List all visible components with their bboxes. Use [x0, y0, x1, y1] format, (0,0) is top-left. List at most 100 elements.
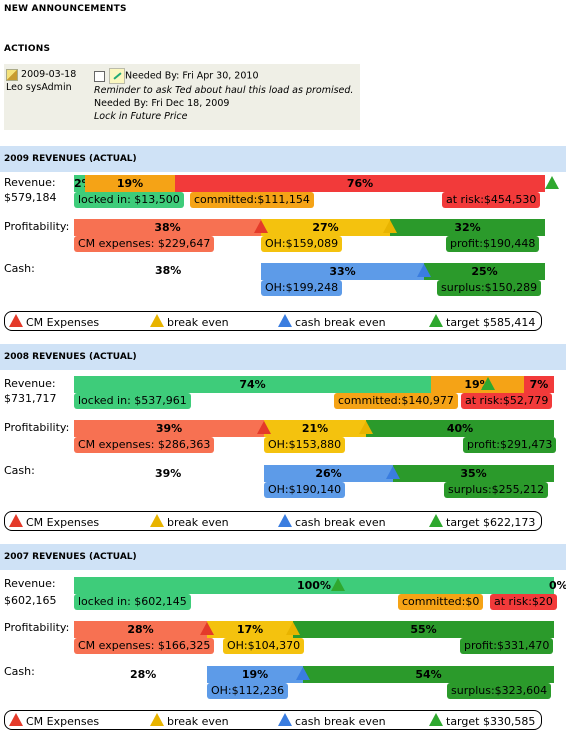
- action-checkbox[interactable]: [94, 70, 105, 82]
- rev-locked-label: locked in: $602,145: [74, 594, 191, 610]
- cash-oh-bar: 33%: [261, 263, 424, 280]
- cm-marker-icon: [200, 622, 214, 635]
- cash-surplus-bar: 54%: [303, 666, 554, 683]
- cash-pct: 28%: [130, 668, 157, 681]
- action-note-2: Lock in Future Price: [94, 111, 188, 122]
- break-even-marker-icon: [359, 421, 373, 434]
- rev-locked-bar: 2%: [74, 175, 85, 192]
- cash-break-even-icon: [278, 713, 292, 726]
- prof-profit-label: profit:$190,448: [446, 236, 540, 252]
- cash-oh-bar: 26%: [264, 465, 393, 482]
- cash-break-even-marker-icon: [417, 264, 431, 277]
- cash-surplus-bar: 35%: [393, 465, 554, 482]
- cash-break-even-marker-icon: [386, 466, 400, 479]
- target-icon: [429, 314, 443, 327]
- target-marker-icon: [331, 578, 345, 591]
- profitability-label: Profitability:: [4, 621, 70, 634]
- cm-marker-icon: [254, 220, 268, 233]
- legend-cm: CM Expenses: [9, 314, 99, 329]
- cash-break-even-marker-icon: [296, 667, 310, 680]
- prof-cm-bar: 39%: [74, 420, 264, 437]
- target-icon: [429, 514, 443, 527]
- cash-surplus-label: surplus:$150,289: [437, 280, 542, 296]
- legend: CM Expenses break even cash break even t…: [4, 311, 542, 331]
- legend-be: break even: [150, 713, 229, 728]
- rev-committed-label: committed:$140,977: [334, 393, 458, 409]
- cash-label: Cash:: [4, 665, 35, 678]
- target-marker-icon: [545, 176, 559, 189]
- year-header-2007: 2007 REVENUES (ACTUAL): [0, 544, 566, 570]
- legend-be: break even: [150, 514, 229, 529]
- prof-oh-label: OH:$104,370: [223, 638, 305, 654]
- rev-committed-label: committed:$111,154: [190, 192, 314, 208]
- edit-icon[interactable]: [6, 68, 18, 81]
- prof-profit-label: profit:$331,470: [460, 638, 554, 654]
- target-icon: [429, 713, 443, 726]
- profitability-label: Profitability:: [4, 220, 70, 233]
- revenue-total: $579,184: [4, 191, 57, 204]
- prof-profit-bar: 32%: [390, 219, 545, 236]
- legend-cm: CM Expenses: [9, 514, 99, 529]
- cash-break-even-icon: [278, 514, 292, 527]
- revenue-label: Revenue:: [4, 176, 56, 189]
- cash-surplus-label: surplus:$323,604: [447, 683, 552, 699]
- legend: CM Expenses break even cash break even t…: [4, 710, 542, 730]
- revenue-label: Revenue:: [4, 577, 56, 590]
- rev-risk-bar: 7%: [524, 376, 554, 393]
- cm-icon: [9, 713, 23, 726]
- announcements-title: NEW ANNOUNCEMENTS: [4, 4, 127, 14]
- cash-oh-label: OH:$190,140: [264, 482, 346, 498]
- revenue-total: $731,717: [4, 392, 57, 405]
- legend-target: target $330,585: [429, 713, 535, 728]
- legend: CM Expenses break even cash break even t…: [4, 511, 542, 531]
- rev-risk-label: at risk:$20: [490, 594, 557, 610]
- legend-target: target $622,173: [429, 514, 535, 529]
- cm-icon: [9, 314, 23, 327]
- year-header-2009: 2009 REVENUES (ACTUAL): [0, 146, 566, 172]
- legend-target: target $585,414: [429, 314, 535, 329]
- action-item: 2009-03-18 Leo sysAdmin Needed By: Fri A…: [4, 64, 360, 130]
- profitability-label: Profitability:: [4, 421, 70, 434]
- rev-locked-label: locked in: $13,500: [74, 192, 184, 208]
- prof-profit-bar: 55%: [293, 621, 554, 638]
- action-note-1: Reminder to ask Ted about haul this load…: [94, 85, 354, 96]
- rev-committed-bar: 19%: [85, 175, 175, 192]
- rev-committed-label: committed:$0: [398, 594, 484, 610]
- cash-pct: 38%: [155, 264, 182, 277]
- revenue-label: Revenue:: [4, 377, 56, 390]
- rev-risk-bar: 76%: [175, 175, 545, 192]
- note-icon[interactable]: [109, 68, 125, 84]
- prof-cm-bar: 28%: [74, 621, 207, 638]
- prof-profit-label: profit:$291,473: [463, 437, 557, 453]
- break-even-icon: [150, 713, 164, 726]
- action-author: Leo sysAdmin: [6, 82, 72, 93]
- prof-oh-label: OH:$153,880: [264, 437, 346, 453]
- rev-locked-label: locked in: $537,961: [74, 393, 191, 409]
- actions-title: ACTIONS: [4, 44, 51, 54]
- cash-surplus-bar: 25%: [424, 263, 545, 280]
- needed-by-1: Needed By: Fri Apr 30, 2010: [125, 70, 259, 82]
- cash-label: Cash:: [4, 464, 35, 477]
- break-even-icon: [150, 514, 164, 527]
- cash-oh-label: OH:$199,248: [261, 280, 343, 296]
- cash-label: Cash:: [4, 262, 35, 275]
- target-marker-icon: [481, 377, 495, 390]
- prof-cm-bar: 38%: [74, 219, 261, 236]
- cash-oh-bar: 19%: [207, 666, 303, 683]
- cm-marker-icon: [257, 421, 271, 434]
- rev-locked-bar: 74%: [74, 376, 431, 393]
- prof-cm-label: CM expenses: $229,647: [74, 236, 215, 252]
- rev-risk-label: at risk:$52,779: [461, 393, 553, 409]
- legend-be: break even: [150, 314, 229, 329]
- rev-committed-bar: 19%: [431, 376, 524, 393]
- cm-icon: [9, 514, 23, 527]
- prof-oh-label: OH:$159,089: [261, 236, 343, 252]
- needed-by-2: Needed By: Fri Dec 18, 2009: [94, 98, 230, 109]
- cash-pct: 39%: [155, 467, 182, 480]
- rev-locked-bar: 100%: [74, 577, 554, 594]
- legend-cm: CM Expenses: [9, 713, 99, 728]
- break-even-marker-icon: [383, 220, 397, 233]
- break-even-marker-icon: [286, 622, 300, 635]
- cash-break-even-icon: [278, 314, 292, 327]
- prof-cm-label: CM expenses: $166,325: [74, 638, 215, 654]
